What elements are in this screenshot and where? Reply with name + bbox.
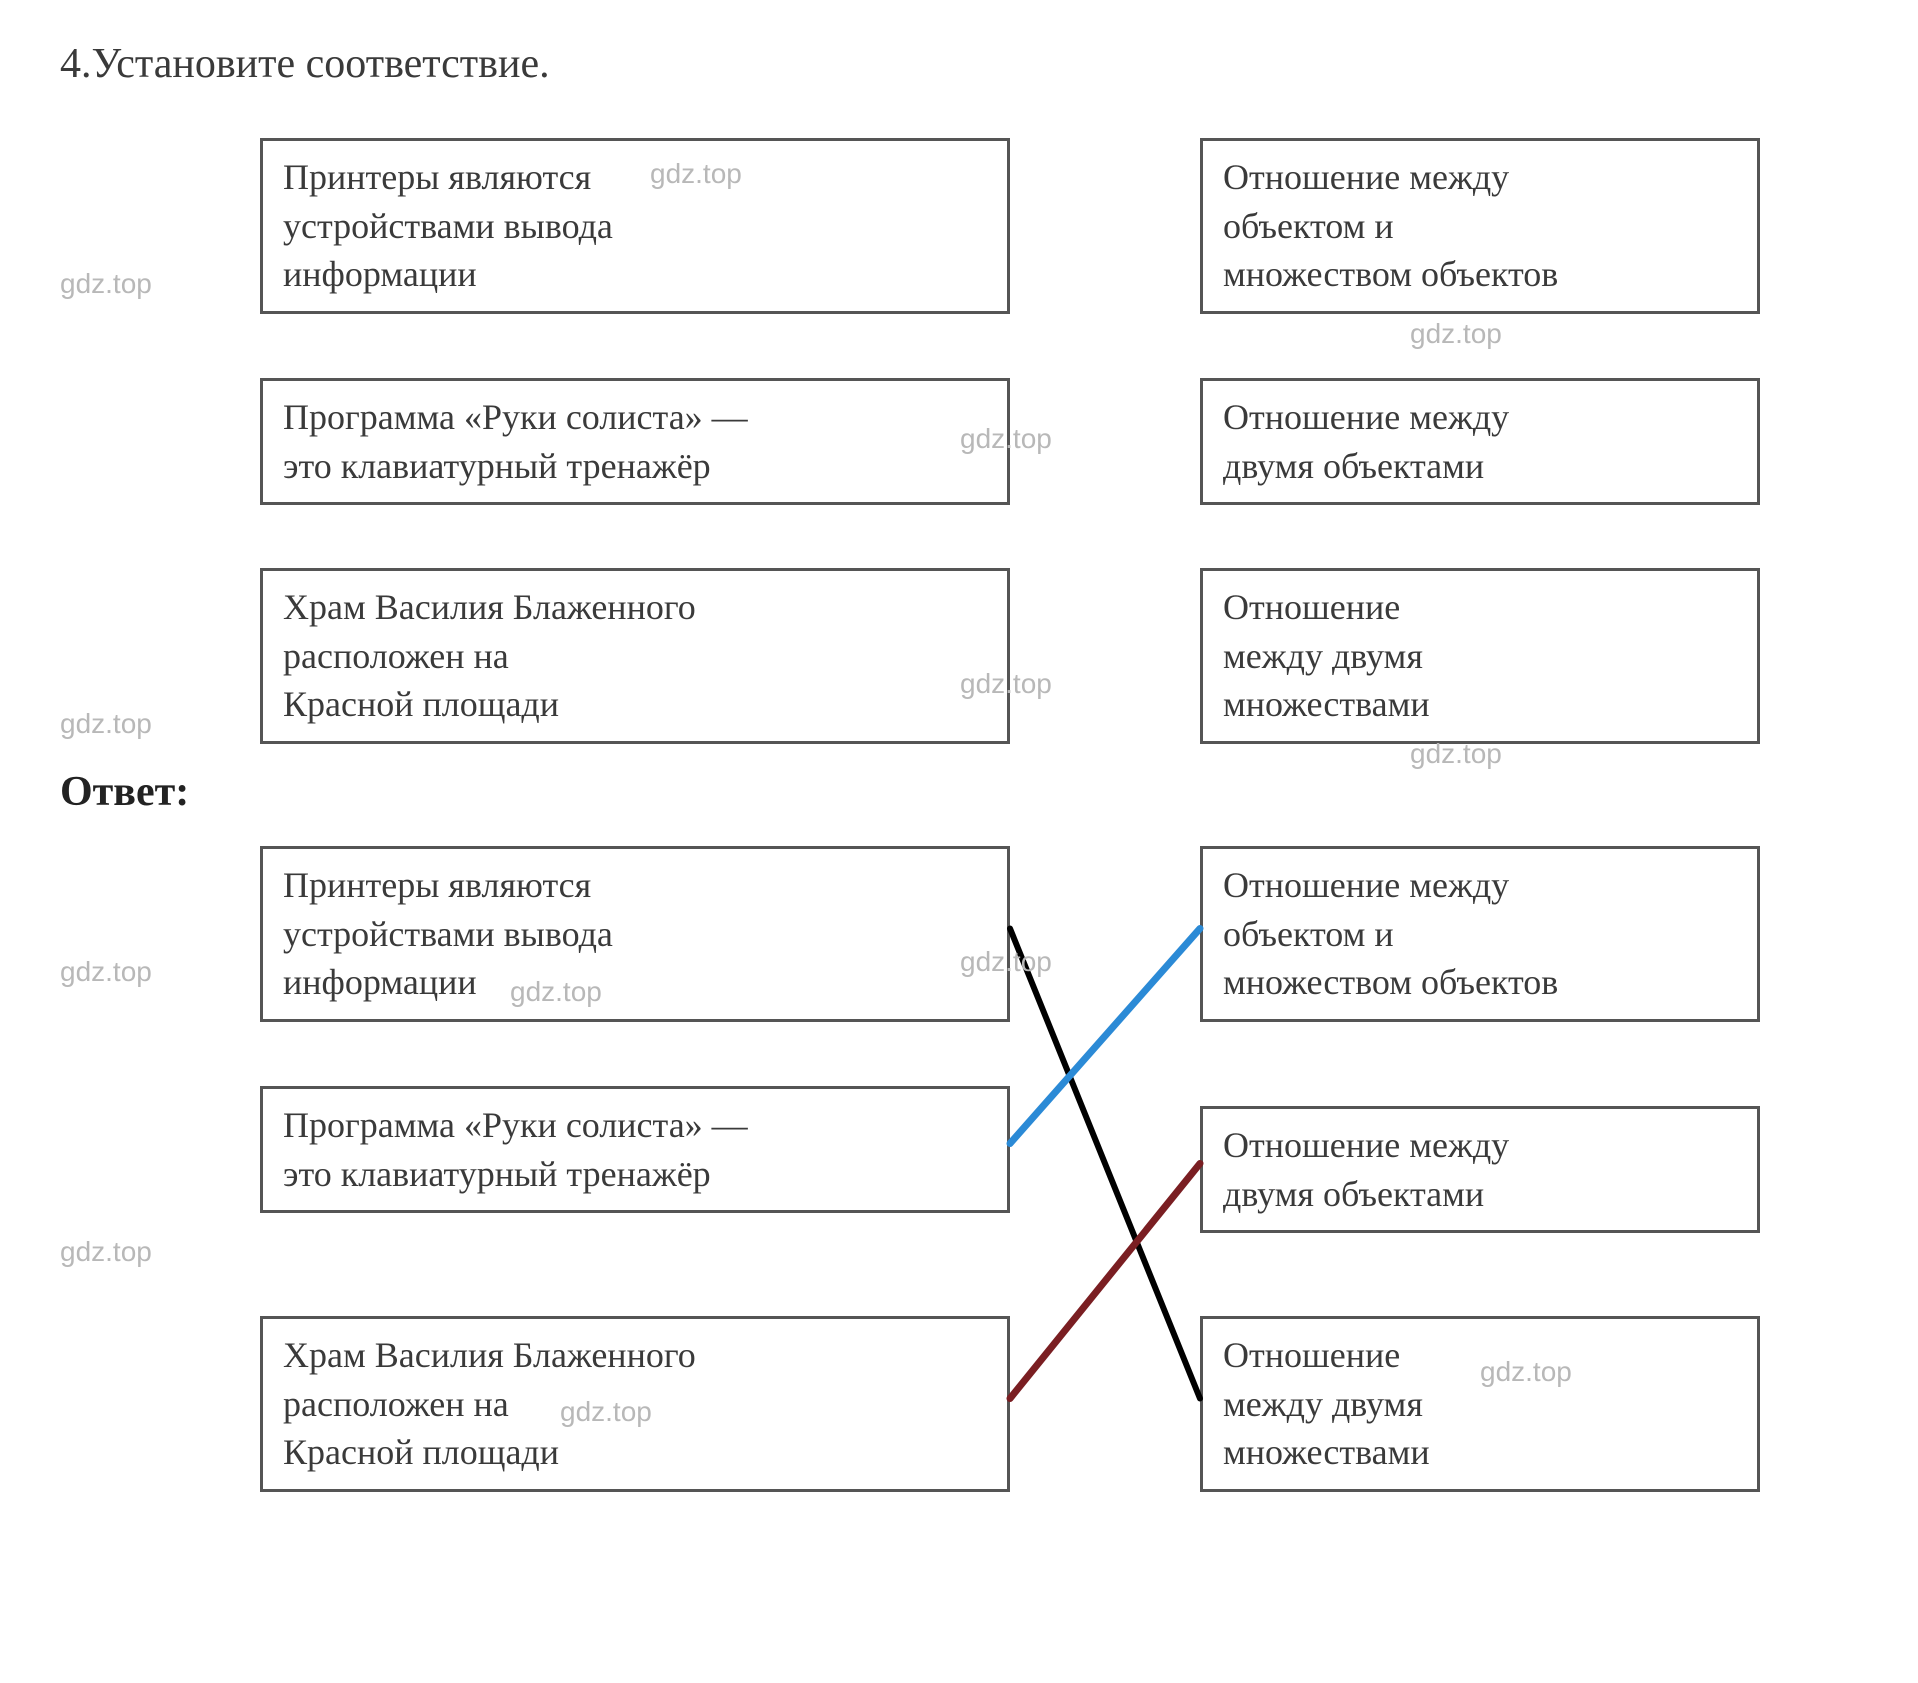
- watermark: gdz.top: [60, 708, 152, 740]
- a-left-box-0: Принтеры являютсяустройствами выводаинфо…: [260, 846, 1010, 1022]
- q-right-text-2: Отношениемежду двумямножествами: [1223, 587, 1430, 724]
- answer-label: Ответ:: [60, 768, 1858, 816]
- q-left-text-0: Принтеры являютсяустройствами выводаинфо…: [283, 157, 613, 294]
- a-right-text-0: Отношение междуобъектом имножеством объе…: [1223, 865, 1558, 1002]
- task-title: 4.Установите соответствие.: [60, 40, 1858, 88]
- q-right-text-0: Отношение междуобъектом имножеством объе…: [1223, 157, 1558, 294]
- q-left-box-0: Принтеры являютсяустройствами выводаинфо…: [260, 138, 1010, 314]
- a-right-box-1: Отношение междудвумя объектами: [1200, 1106, 1760, 1233]
- a-left-text-2: Храм Василия Блаженногорасположен наКрас…: [283, 1335, 696, 1472]
- q-left-text-2: Храм Василия Блаженногорасположен наКрас…: [283, 587, 696, 724]
- a-right-text-2: Отношениемежду двумямножествами: [1223, 1335, 1430, 1472]
- answer-area: Принтеры являютсяустройствами выводаинфо…: [210, 846, 1810, 1526]
- a-right-box-0: Отношение междуобъектом имножеством объе…: [1200, 846, 1760, 1022]
- question-area: Принтеры являютсяустройствами выводаинфо…: [210, 138, 1810, 738]
- a-left-box-1: Программа «Руки солиста» —это клавиатурн…: [260, 1086, 1010, 1213]
- q-left-box-1: Программа «Руки солиста» —это клавиатурн…: [260, 378, 1010, 505]
- q-left-box-2: Храм Василия Блаженногорасположен наКрас…: [260, 568, 1010, 744]
- a-left-text-0: Принтеры являютсяустройствами выводаинфо…: [283, 865, 613, 1002]
- watermark: gdz.top: [60, 1236, 152, 1268]
- q-right-box-2: Отношениемежду двумямножествами: [1200, 568, 1760, 744]
- watermark: gdz.top: [60, 268, 152, 300]
- a-left-box-2: Храм Василия Блаженногорасположен наКрас…: [260, 1316, 1010, 1492]
- q-right-text-1: Отношение междудвумя объектами: [1223, 397, 1509, 486]
- watermark: gdz.top: [60, 956, 152, 988]
- watermark: gdz.top: [1410, 318, 1502, 350]
- q-right-box-0: Отношение междуобъектом имножеством объе…: [1200, 138, 1760, 314]
- a-left-text-1: Программа «Руки солиста» —это клавиатурн…: [283, 1105, 748, 1194]
- q-right-box-1: Отношение междудвумя объектами: [1200, 378, 1760, 505]
- a-right-box-2: Отношениемежду двумямножествами: [1200, 1316, 1760, 1492]
- a-right-text-1: Отношение междудвумя объектами: [1223, 1125, 1509, 1214]
- q-left-text-1: Программа «Руки солиста» —это клавиатурн…: [283, 397, 748, 486]
